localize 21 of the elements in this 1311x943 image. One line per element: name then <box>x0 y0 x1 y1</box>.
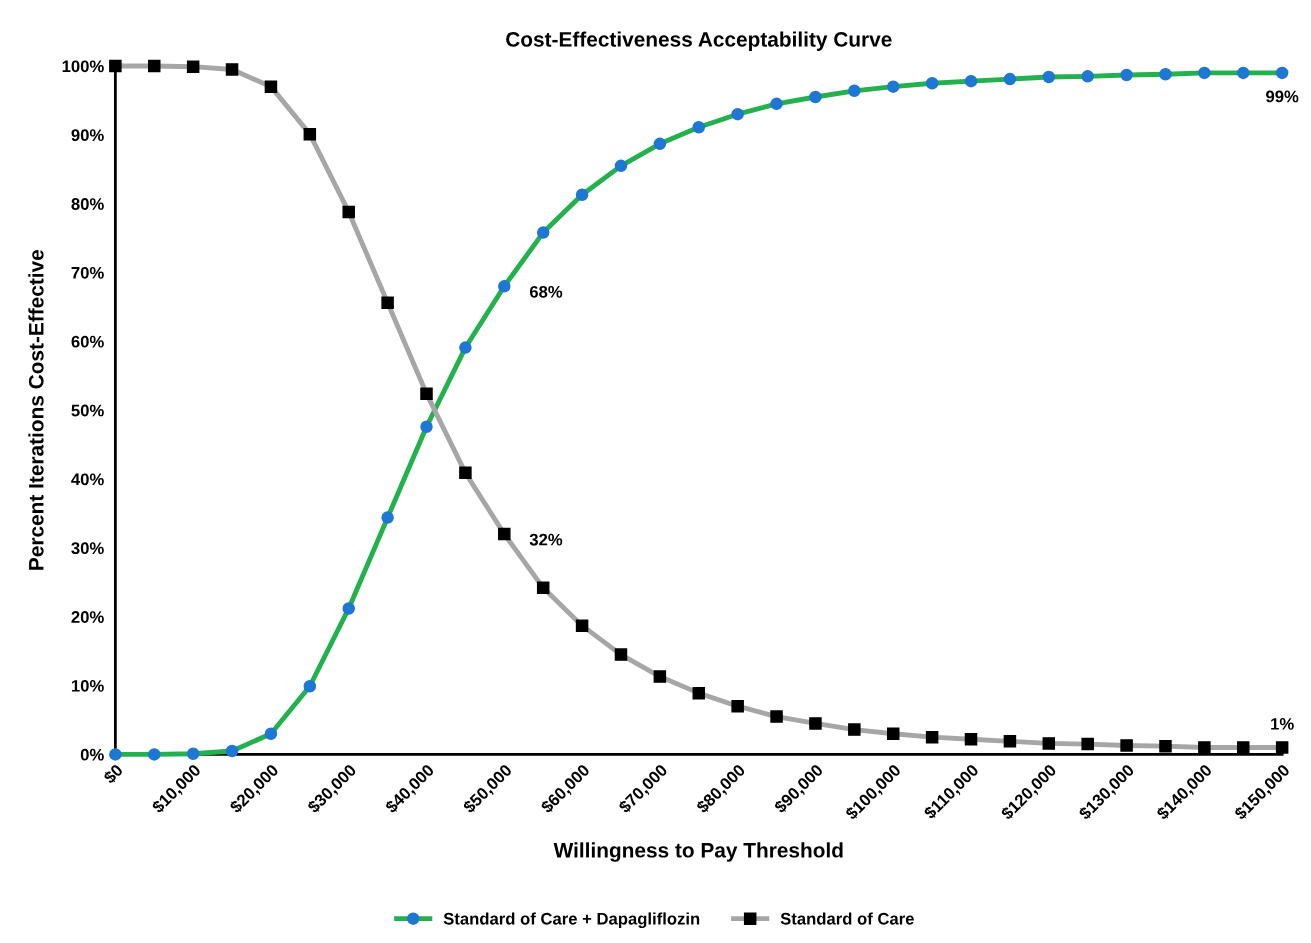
y-tick-label: 90% <box>71 129 104 142</box>
data-label: 1% <box>1271 718 1294 730</box>
legend-label: Standard of Care <box>780 912 914 925</box>
data-label: 32% <box>529 533 563 546</box>
y-tick-label: 10% <box>71 679 104 692</box>
y-tick-label: 60% <box>71 335 104 348</box>
y-tick-label: 40% <box>71 473 104 486</box>
y-axis-title: Percent Iterations Cost-Effective <box>28 249 44 570</box>
data-label: 99% <box>1266 90 1299 103</box>
x-tick-label: $0 <box>102 763 125 786</box>
y-tick-label: 70% <box>71 266 104 279</box>
chart-title: Cost-Effectiveness Acceptability Curve <box>506 31 892 51</box>
y-tick-label: 20% <box>71 611 104 623</box>
data-label: 68% <box>529 285 563 298</box>
y-tick-label: 100% <box>62 60 104 73</box>
y-tick-label: 0% <box>80 748 104 761</box>
y-tick-label: 50% <box>71 404 104 417</box>
y-tick-label: 30% <box>71 542 104 555</box>
legend-label: Standard of Care + Dapagliflozin <box>443 912 700 928</box>
y-tick-label: 80% <box>71 198 104 210</box>
x-axis-title: Willingness to Pay Threshold <box>553 842 843 862</box>
